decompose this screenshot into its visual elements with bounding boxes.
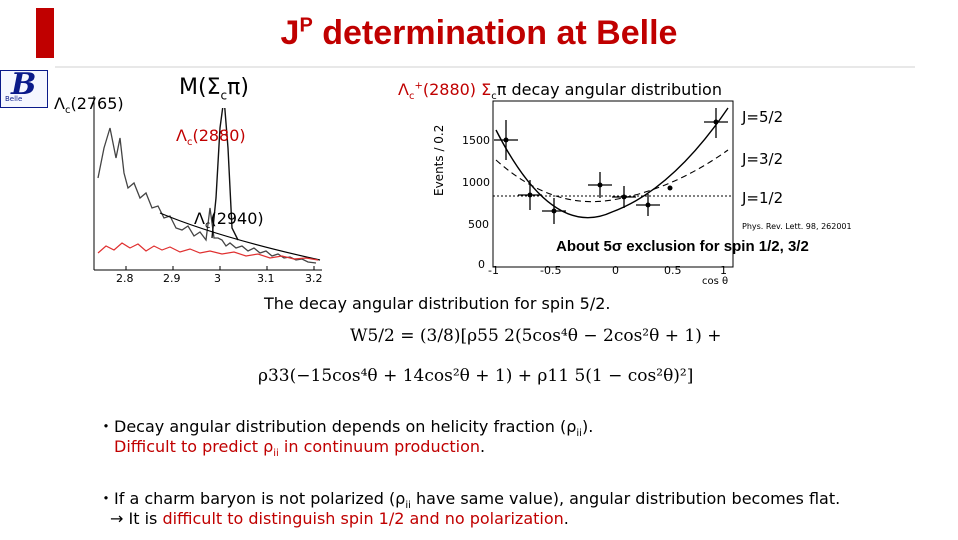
angular-y-tick-0: 0 [478, 258, 485, 271]
angular-y-tick-1500: 1500 [462, 134, 490, 147]
lc2880-label: Λc(2880) [176, 126, 246, 149]
angular-x-tick-minus1: -1 [488, 264, 499, 277]
mass-label: M(Σcπ) [160, 68, 268, 108]
belle-logo: B Belle [0, 67, 48, 108]
left-x-tick-3.1: 3.1 [257, 272, 275, 285]
angular-x-tick-0: 0 [612, 264, 619, 277]
angular-x-tick-0.5: 0.5 [664, 264, 682, 277]
j32-label: J=3/2 [742, 150, 784, 168]
left-x-tick-2.8: 2.8 [116, 272, 134, 285]
angular-distribution-plot [492, 100, 734, 268]
left-x-tick-3: 3 [214, 272, 221, 285]
angular-y-label: Events / 0.2 [432, 124, 446, 196]
title-divider [55, 66, 915, 68]
angular-x-tick-1: 1 [720, 264, 727, 277]
mass-spectrum-plot [93, 96, 322, 271]
j12-label: J=1/2 [742, 189, 784, 207]
formula-intro: The decay angular distribution for spin … [264, 294, 611, 313]
exclusion-note: About 5σ exclusion for spin 1/2, 3/2 [556, 238, 809, 255]
angular-y-tick-500: 500 [468, 218, 489, 231]
angular-x-tick-minus0.5: -0.5 [540, 264, 562, 277]
lc2940-label: Λc(2940) [194, 209, 264, 232]
formula-line1: W5/2 = (3/8)[ρ55 2(5cos⁴θ − 2cos²θ + 1) … [350, 326, 722, 346]
bullet-1-detail: Difficult to predict ρii in continuum pr… [114, 437, 486, 460]
formula-line2: ρ33(−15cos⁴θ + 14cos²θ + 1) + ρ11 5(1 − … [258, 366, 694, 386]
reference-citation: Phys. Rev. Lett. 98, 262001 [742, 222, 852, 231]
bullet-1: ・Decay angular distribution depends on h… [98, 417, 594, 440]
title-accent-bar [36, 8, 54, 58]
lc2765-label: Λc(2765) [54, 94, 124, 117]
bullet-2-detail: → It is difficult to distinguish spin 1/… [110, 509, 569, 528]
left-x-tick-2.9: 2.9 [163, 272, 181, 285]
bullet-2: ・If a charm baryon is not polarized (ρii… [98, 489, 841, 512]
slide-title: JP determination at Belle [280, 14, 678, 52]
j52-label: J=5/2 [742, 108, 784, 126]
left-x-tick-3.2: 3.2 [305, 272, 323, 285]
angular-y-tick-1000: 1000 [462, 176, 490, 189]
angular-x-label: cos θ [702, 276, 729, 287]
angular-heading: Λc+(2880) Σcπ decay angular distribution [398, 80, 722, 103]
